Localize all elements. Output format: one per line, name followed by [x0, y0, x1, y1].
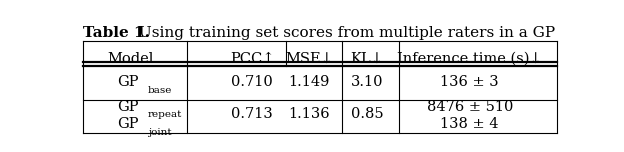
Text: 0.85: 0.85	[351, 107, 384, 121]
Text: GP: GP	[117, 100, 139, 114]
Text: GP: GP	[117, 75, 139, 89]
Text: base: base	[148, 86, 172, 95]
Text: PCC↑: PCC↑	[230, 52, 275, 66]
Text: MSE↓: MSE↓	[285, 52, 333, 66]
Text: GP: GP	[117, 117, 139, 131]
Text: 136 ± 3: 136 ± 3	[441, 75, 499, 89]
Text: repeat: repeat	[148, 110, 182, 119]
Text: 8476 ± 510: 8476 ± 510	[427, 100, 513, 114]
Text: Model: Model	[107, 52, 154, 66]
Text: Using training set scores from multiple raters in a GP: Using training set scores from multiple …	[134, 26, 555, 40]
Text: Inference time (s)↓: Inference time (s)↓	[397, 52, 542, 66]
Text: 1.136: 1.136	[288, 107, 330, 121]
Text: Table 1.: Table 1.	[83, 26, 150, 40]
Text: 0.710: 0.710	[232, 75, 273, 89]
Text: 138 ± 4: 138 ± 4	[441, 117, 499, 131]
Text: joint: joint	[148, 128, 172, 137]
Text: 1.149: 1.149	[288, 75, 330, 89]
Text: 0.713: 0.713	[232, 107, 273, 121]
Text: 3.10: 3.10	[351, 75, 383, 89]
Text: KL↓: KL↓	[351, 52, 384, 66]
